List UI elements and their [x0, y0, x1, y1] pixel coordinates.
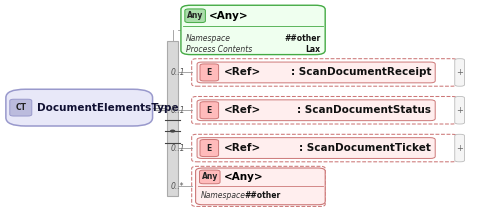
- Text: 0..1: 0..1: [170, 106, 184, 115]
- Text: +: +: [455, 144, 462, 152]
- Text: DocumentElementsType: DocumentElementsType: [37, 103, 178, 113]
- FancyBboxPatch shape: [454, 134, 464, 162]
- Bar: [167, 41, 178, 196]
- Text: Namespace: Namespace: [185, 34, 230, 43]
- FancyBboxPatch shape: [191, 59, 456, 86]
- Text: <Any>: <Any>: [209, 11, 248, 21]
- Text: ##other: ##other: [244, 191, 280, 200]
- Text: E: E: [206, 106, 211, 115]
- Text: ##other: ##other: [284, 34, 320, 43]
- Text: E: E: [206, 68, 211, 77]
- Text: CT: CT: [15, 103, 26, 112]
- FancyBboxPatch shape: [184, 9, 205, 22]
- FancyBboxPatch shape: [454, 59, 464, 86]
- FancyBboxPatch shape: [200, 64, 218, 81]
- Text: <Ref>: <Ref>: [223, 105, 260, 115]
- Circle shape: [170, 130, 174, 132]
- Text: : ScanDocumentTicket: : ScanDocumentTicket: [299, 143, 430, 153]
- FancyBboxPatch shape: [197, 138, 434, 158]
- FancyBboxPatch shape: [195, 168, 325, 205]
- Text: E: E: [206, 144, 211, 152]
- Text: 0..1: 0..1: [170, 68, 184, 77]
- Text: Process Contents: Process Contents: [185, 45, 251, 54]
- Text: <Ref>: <Ref>: [223, 67, 260, 77]
- Text: 0..*: 0..*: [170, 182, 183, 191]
- Text: Namespace: Namespace: [200, 191, 245, 200]
- FancyBboxPatch shape: [181, 5, 325, 55]
- FancyBboxPatch shape: [199, 170, 220, 184]
- Text: 0..1: 0..1: [170, 144, 184, 152]
- FancyBboxPatch shape: [197, 100, 434, 121]
- FancyBboxPatch shape: [6, 89, 152, 126]
- Text: +: +: [455, 68, 462, 77]
- FancyBboxPatch shape: [200, 139, 218, 157]
- FancyBboxPatch shape: [10, 99, 32, 116]
- Text: Lax: Lax: [305, 45, 320, 54]
- Text: : ScanDocumentStatus: : ScanDocumentStatus: [297, 105, 430, 115]
- FancyBboxPatch shape: [200, 102, 218, 119]
- Text: Any: Any: [201, 172, 218, 181]
- Text: : ScanDocumentReceipt: : ScanDocumentReceipt: [290, 67, 430, 77]
- FancyBboxPatch shape: [197, 62, 434, 83]
- FancyBboxPatch shape: [191, 134, 456, 162]
- Text: <Ref>: <Ref>: [223, 143, 260, 153]
- Text: +: +: [455, 106, 462, 115]
- FancyBboxPatch shape: [191, 166, 325, 206]
- FancyBboxPatch shape: [454, 97, 464, 124]
- Text: Any: Any: [186, 11, 203, 20]
- FancyBboxPatch shape: [191, 97, 456, 124]
- Text: <Any>: <Any>: [224, 172, 263, 182]
